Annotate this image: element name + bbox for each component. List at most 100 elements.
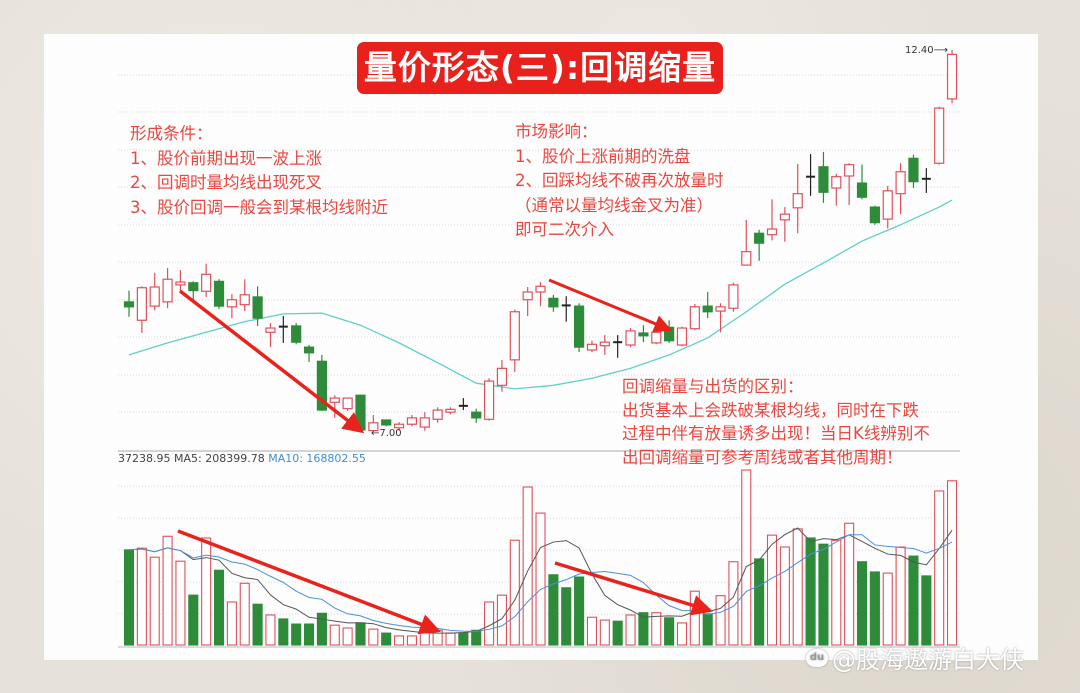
volume-ma10-value: MA10: 168802.55 <box>268 452 366 465</box>
volume-bar-up <box>728 561 739 646</box>
candle-body-down <box>252 296 263 319</box>
note-line: 3、股价回调一般会到某根均线附近 <box>130 197 388 217</box>
candle-body-down <box>754 232 765 244</box>
volume-bar-down <box>638 612 649 646</box>
volume-bar-up <box>406 635 417 646</box>
volume-bar-down <box>921 575 932 646</box>
candle-body-up <box>265 327 276 333</box>
volume-bar-up <box>766 534 778 646</box>
volume-ma5-line <box>128 527 953 634</box>
volume-bar-up <box>522 486 533 646</box>
volume-bar-up <box>342 627 353 646</box>
candle-body-down <box>908 157 919 183</box>
price-down-arrow-1 <box>178 289 365 434</box>
candle-body-up <box>406 417 418 425</box>
candle-body-down <box>548 297 559 308</box>
volume-bar-down <box>856 561 868 646</box>
volume-bar-up <box>934 490 945 646</box>
candle-body-up <box>779 213 790 221</box>
candle-body-down <box>316 360 327 411</box>
candle-body-down <box>702 305 713 313</box>
candle-body-up <box>651 331 662 344</box>
candle-body-up <box>676 327 688 346</box>
note-line: （通常以量均线金叉为准） <box>515 195 713 215</box>
note-heading: 形成条件： <box>130 124 213 143</box>
volume-bar-up <box>844 522 855 646</box>
volume-bar-down <box>612 620 623 646</box>
volume-bar-up <box>226 601 237 646</box>
note-line: 2、回调时量均线出现死叉 <box>130 173 322 192</box>
volume-bar-down <box>252 603 263 646</box>
difference-note: 回调缩量与出货的区别： 出货基本上会跌破某根均线，同时在下跌 过程中伴有放量诱多… <box>622 375 930 469</box>
candlesticks <box>123 50 958 432</box>
note-line: 过程中伴有放量诱多出现！当日K线辨别不 <box>622 424 930 443</box>
candle-body-up <box>136 287 147 321</box>
candle-body-up <box>432 409 443 420</box>
volume-bar-up <box>625 614 636 646</box>
candle-body-up <box>599 341 610 347</box>
volume-bar-down <box>471 629 482 646</box>
candle-body-up <box>239 294 250 306</box>
volume-bar-up <box>741 469 752 646</box>
candle-body-up <box>522 291 533 301</box>
candle-body-up <box>419 417 430 428</box>
candle-body-up <box>535 285 546 293</box>
volume-bar-down <box>303 623 315 646</box>
candle-body-up <box>766 228 778 236</box>
candle-body-up <box>946 53 958 100</box>
volume-bar-up <box>239 582 250 646</box>
candle-body-up <box>586 343 598 351</box>
candle-body-down <box>291 325 302 343</box>
arrow-right-icon: ⟶ <box>933 45 948 56</box>
volume-bar-up <box>689 590 700 646</box>
volume-down-arrow-1 <box>177 529 441 635</box>
volume-bar-down <box>381 632 392 646</box>
volume-down-arrow-2 <box>554 561 714 616</box>
candle-body-down <box>471 411 482 419</box>
volume-bar-down <box>818 543 829 646</box>
candle-body-up <box>844 164 855 177</box>
volume-bar-up <box>535 512 546 646</box>
volume-bar-up <box>895 546 906 646</box>
volume-bar-down <box>316 612 327 646</box>
volume-ma5-value: MA5: 208399.78 <box>174 452 265 465</box>
volume-bar-down <box>458 632 469 646</box>
volume-bar-up <box>162 535 173 646</box>
price-ma-line <box>128 199 953 390</box>
volume-bar-up <box>329 624 340 646</box>
volume-bar-up <box>676 622 688 646</box>
volume-bar-up <box>265 614 276 646</box>
volume-ma-lines <box>128 527 953 634</box>
volume-legend: 37238.95 MA5: 208399.78 MA10: 168802.55 <box>118 452 366 465</box>
candle-body-up <box>445 408 456 413</box>
volume-bar-down <box>702 613 713 646</box>
volume-bar-down <box>805 537 816 646</box>
note-line: 出货基本上会跌破某根均线，同时在下跌 <box>622 400 919 420</box>
candle-body-up <box>689 306 700 330</box>
note-line: 2、回踩均线不破再次放量时 <box>515 171 724 190</box>
candle-body-up <box>226 299 237 308</box>
arrow-left-icon: ← <box>371 428 380 439</box>
volume-bars <box>123 469 958 646</box>
candle-body-down <box>381 419 392 426</box>
volume-bar-up <box>651 612 662 646</box>
candle-body-down <box>213 280 225 307</box>
volume-bar-down <box>754 558 765 646</box>
volume-bar-down <box>123 549 135 646</box>
candle-body-down <box>869 206 880 224</box>
volume-bar-up <box>394 635 405 646</box>
volume-bar-up <box>445 632 456 646</box>
volume-bar-up <box>509 539 520 646</box>
candle-body-up <box>792 193 803 209</box>
low-price-value: 7.00 <box>379 428 402 439</box>
candle-body-up <box>368 422 379 432</box>
candle-body-down <box>856 182 868 198</box>
candle-body-down <box>818 166 829 193</box>
high-price-label: 12.40⟶ <box>905 45 948 56</box>
candle-body-down <box>355 394 366 431</box>
volume-bar-up <box>368 628 379 646</box>
candle-body-up <box>625 330 636 346</box>
volume-bar-down <box>213 569 225 646</box>
du-logo-icon: du <box>806 648 828 667</box>
